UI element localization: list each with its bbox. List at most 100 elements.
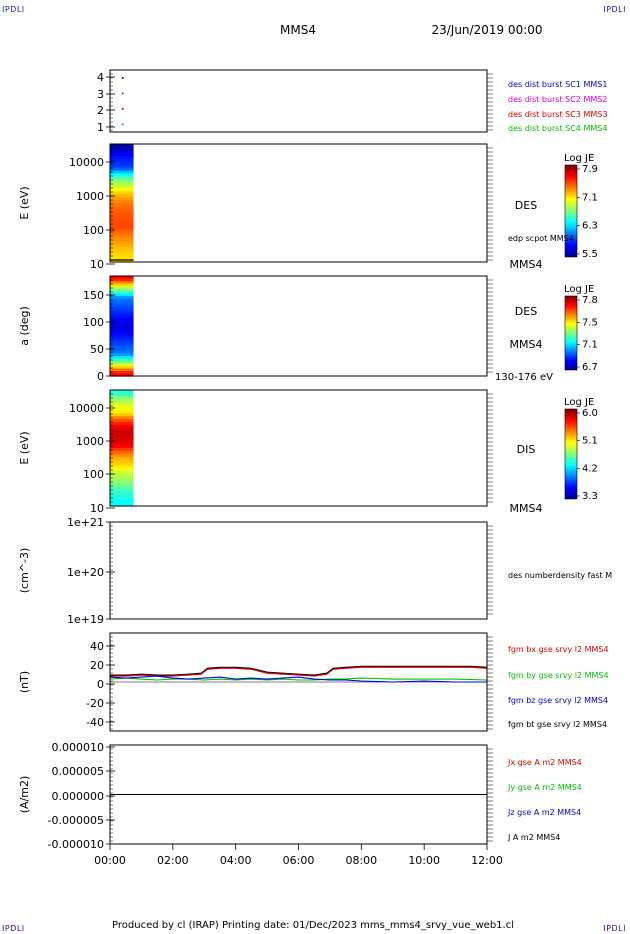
heatmap-cell [110, 419, 134, 423]
heatmap-cell [110, 182, 134, 186]
panel-p5: 1e+21 1e+20 1e+19 (cm^-3) des numberdensity … [18, 516, 612, 626]
series-line [110, 666, 488, 677]
watermark-top-left: IPDLI [2, 5, 25, 14]
heatmap-cell [110, 465, 134, 469]
heatmap-cell [110, 373, 134, 377]
panel-frame [109, 521, 488, 620]
heatmap-cell [110, 301, 134, 305]
heatmap-cell [110, 205, 134, 210]
side-label: edp scpot MMS4 [508, 234, 574, 243]
heatmap-cell [110, 407, 134, 411]
y-tick-label: 1e+20 [67, 566, 104, 579]
x-tick-label: 08:00 [345, 854, 377, 867]
y-tick-label: 3 [97, 88, 104, 101]
y-tick-label: -40 [86, 716, 104, 729]
heatmap-cell [110, 353, 134, 357]
heatmap-cell [110, 232, 134, 237]
side-label: MMS4 [510, 258, 543, 271]
heatmap-cell [110, 247, 134, 251]
panel-frame [109, 389, 488, 507]
heatmap-cell [110, 390, 134, 394]
heatmap-cell [110, 398, 134, 403]
y-tick-label: 1 [97, 121, 104, 134]
colorbar-title: Log JE [564, 284, 594, 295]
legend-item: des dist burst SC3 MMS3 [508, 110, 607, 119]
y-tick-label: 0.000000 [52, 790, 105, 803]
heatmap-cell [110, 194, 134, 198]
heatmap-cell [110, 244, 134, 248]
heatmap-cell [110, 293, 134, 297]
heatmap-cell [110, 179, 134, 183]
heatmap-cell [110, 164, 134, 169]
heatmap-cell [110, 416, 134, 420]
colorbar-title: Log JE [564, 153, 594, 164]
heatmap-cell [110, 326, 134, 330]
heatmap-cell [110, 200, 134, 204]
heatmap-cell [110, 303, 134, 307]
colorbar-tick-label: 5.5 [582, 249, 598, 260]
colorbar-tick-label: 7.1 [582, 192, 598, 203]
heatmap-cell [110, 308, 134, 312]
heatmap-cell [110, 323, 134, 327]
y-tick-label: 150 [83, 289, 104, 302]
colorbar-tick-label: 7.5 [582, 317, 598, 328]
heatmap-cell [110, 395, 134, 400]
y-tick-label: 0.000010 [52, 741, 105, 754]
y-tick-label: -0.000005 [48, 814, 104, 827]
legend-item: fgm bz gse srvy l2 MMS4 [508, 696, 608, 705]
panel-p1: 4 3 2 1 des dist burst SC1 MMS1 des dist burs… [97, 69, 607, 134]
heatmap-cell [110, 161, 134, 166]
heatmap-cell [110, 468, 134, 472]
heatmap-cell [110, 348, 134, 352]
heatmap-cell [110, 338, 134, 342]
heatmap-cell [110, 316, 134, 320]
heatmap-cell [110, 491, 134, 495]
heatmap-cell [110, 328, 134, 332]
heatmap-cell [110, 445, 134, 449]
panel-frame [109, 632, 488, 732]
heatmap-cell [110, 497, 134, 501]
heatmap-cell [110, 313, 134, 317]
panel-p6: 40 20 0 -20 -40 (nT) fgm bx gse srvy l2 MMS4 fg… [18, 632, 609, 732]
heatmap-cell [110, 217, 134, 222]
side-label: MMS4 [510, 502, 543, 515]
heatmap-cell [110, 191, 134, 195]
legend-item: fgm bt gse srvy l2 MMS4 [508, 720, 607, 729]
y-tick-label: 100 [83, 468, 104, 481]
x-tick-label: 10:00 [408, 854, 440, 867]
heatmap-cell [110, 343, 134, 347]
colorbar-tick-label: 7.1 [582, 340, 598, 351]
heatmap-cell [110, 448, 134, 452]
heatmap-cell [110, 500, 134, 504]
heatmap-cell [110, 410, 134, 414]
heatmap-cell [110, 366, 134, 370]
colorbar-tick-label: 6.7 [582, 362, 598, 373]
panel-p3: Log JE7.8 7.5 7.1 6.7 DES MMS4 130-176 eV 150 10… [18, 275, 598, 383]
heatmap-cell [110, 450, 134, 455]
y-tick-label: 1000 [76, 435, 104, 448]
scatter-point [121, 92, 124, 95]
y-axis-label: (A/m2) [18, 776, 31, 814]
heatmap-cell [110, 197, 134, 201]
heatmap-cell [110, 188, 134, 192]
y-tick-label: 0 [97, 370, 104, 383]
colorbar [564, 164, 578, 258]
heatmap-cell [110, 331, 134, 335]
watermark-top-right: IPDLI [603, 5, 626, 14]
side-label: DES [515, 199, 537, 212]
heatmap-cell [110, 459, 134, 464]
heatmap-cell [110, 229, 134, 234]
y-axis-label: E (eV) [18, 431, 31, 464]
y-tick-label: -0.000010 [48, 838, 104, 851]
heatmap-cell [110, 430, 134, 435]
heatmap-cell [110, 356, 134, 360]
side-label: MMS4 [510, 338, 543, 351]
legend-item: des dist burst SC4 MMS4 [508, 124, 607, 133]
heatmap-cell [110, 291, 134, 295]
heatmap-cell [110, 144, 134, 148]
y-tick-label: 1000 [76, 190, 104, 203]
y-tick-label: 100 [83, 316, 104, 329]
panel-p7: 0.000010 0.000005 0.000000 -0.000005 -0.0000… [18, 741, 582, 851]
heatmap-cell [110, 494, 134, 498]
